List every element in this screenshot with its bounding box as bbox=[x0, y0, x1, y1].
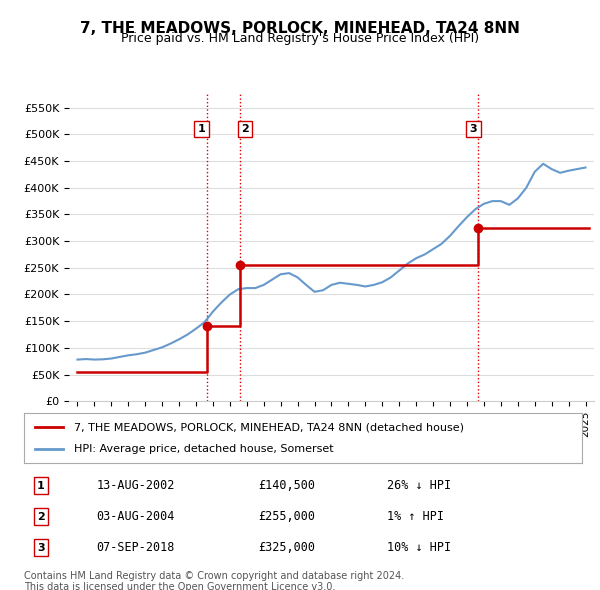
Text: 3: 3 bbox=[37, 543, 44, 553]
Text: £255,000: £255,000 bbox=[259, 510, 316, 523]
Text: 3: 3 bbox=[470, 124, 477, 134]
Text: Price paid vs. HM Land Registry's House Price Index (HPI): Price paid vs. HM Land Registry's House … bbox=[121, 32, 479, 45]
Text: Contains HM Land Registry data © Crown copyright and database right 2024.
This d: Contains HM Land Registry data © Crown c… bbox=[24, 571, 404, 590]
Text: 10% ↓ HPI: 10% ↓ HPI bbox=[387, 541, 451, 554]
Text: 13-AUG-2002: 13-AUG-2002 bbox=[97, 479, 175, 492]
Text: 26% ↓ HPI: 26% ↓ HPI bbox=[387, 479, 451, 492]
Text: 7, THE MEADOWS, PORLOCK, MINEHEAD, TA24 8NN: 7, THE MEADOWS, PORLOCK, MINEHEAD, TA24 … bbox=[80, 21, 520, 35]
Text: £140,500: £140,500 bbox=[259, 479, 316, 492]
Text: 2: 2 bbox=[241, 124, 249, 134]
Text: 2: 2 bbox=[37, 512, 44, 522]
Text: £325,000: £325,000 bbox=[259, 541, 316, 554]
Text: 1: 1 bbox=[197, 124, 205, 134]
Text: 07-SEP-2018: 07-SEP-2018 bbox=[97, 541, 175, 554]
Text: 1% ↑ HPI: 1% ↑ HPI bbox=[387, 510, 444, 523]
Text: 03-AUG-2004: 03-AUG-2004 bbox=[97, 510, 175, 523]
Text: 1: 1 bbox=[37, 480, 44, 490]
Text: HPI: Average price, detached house, Somerset: HPI: Average price, detached house, Some… bbox=[74, 444, 334, 454]
Text: 7, THE MEADOWS, PORLOCK, MINEHEAD, TA24 8NN (detached house): 7, THE MEADOWS, PORLOCK, MINEHEAD, TA24 … bbox=[74, 422, 464, 432]
